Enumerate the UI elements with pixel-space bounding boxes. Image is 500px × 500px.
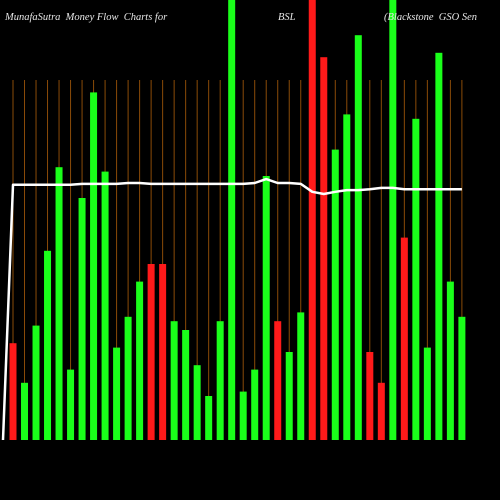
bar-red [9,343,17,440]
bar-green [458,316,466,440]
bar-green [67,369,75,440]
money-flow-line-layer [1,177,462,441]
bar-red [366,352,374,440]
bar-green [251,369,259,440]
bar-green [170,321,178,440]
bar-red [320,57,328,440]
bar-green [205,396,213,440]
bar-red [308,0,316,440]
bar-green [32,325,40,440]
bar-green [446,281,454,440]
bar-green [297,312,305,440]
chart-symbol: BSL [278,12,296,23]
bar-green [331,149,339,440]
bar-red [377,382,385,440]
bar-green [389,0,397,440]
bar-green [216,321,224,440]
chart-title: MunafaSutra Money Flow Charts for [4,12,168,23]
bar-green [228,0,236,440]
bar-green [136,281,144,440]
bar-red [159,264,167,440]
bar-red [147,264,155,440]
bar-green [435,52,443,441]
bar-green [182,330,190,440]
bar-green [101,171,109,440]
bar-green [423,347,431,440]
bar-green [55,167,63,440]
bar-green [354,35,362,440]
bar-green [44,250,52,440]
bar-green [262,176,270,440]
bar-green [343,114,351,441]
bar-green [193,365,201,440]
bar-green [21,382,29,440]
bar-green [90,92,98,441]
bar-green [239,391,247,440]
bar-green [113,347,121,440]
bar-green [285,352,293,440]
bar-green [124,316,132,440]
bar-red [400,237,408,440]
bar-green [78,198,86,440]
bar-green [412,118,420,441]
bar-red [274,321,282,440]
money-flow-line [1,177,462,441]
bars [9,0,466,441]
chart-subtitle: (Blackstone GSO Sen [384,12,477,23]
